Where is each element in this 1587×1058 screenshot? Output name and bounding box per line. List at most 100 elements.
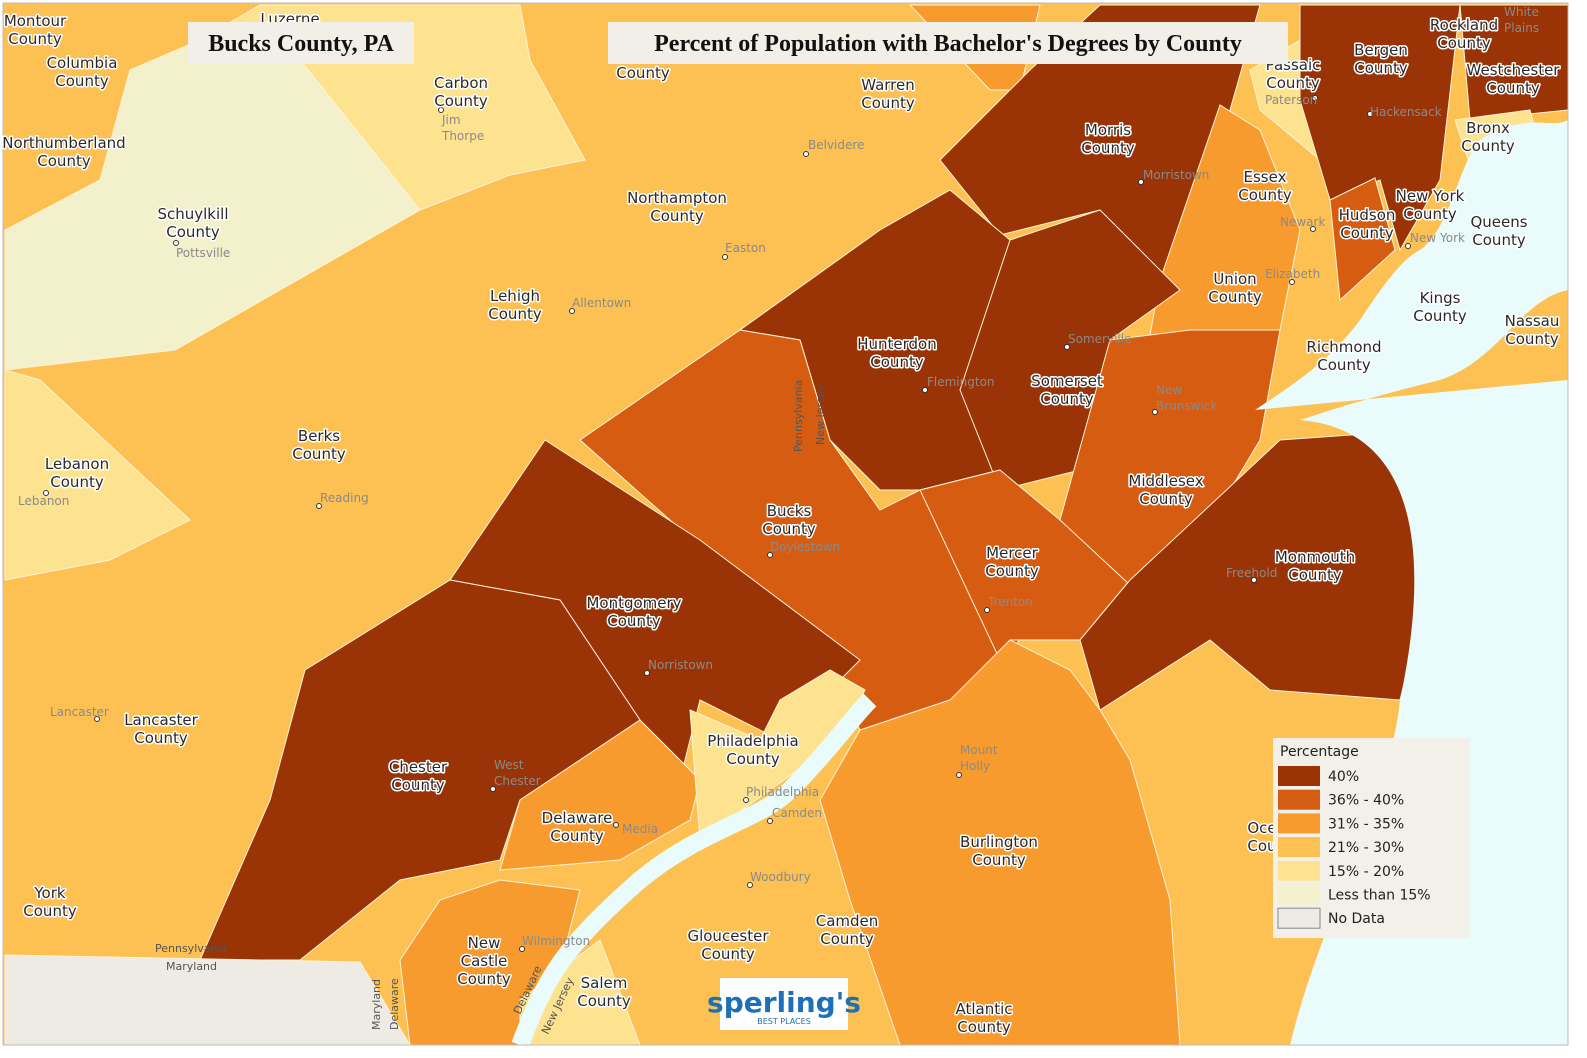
county-label: Union County: [1208, 270, 1262, 306]
county-label: County: [616, 64, 670, 82]
county-label-line: Delaware: [542, 809, 613, 827]
city-label: Lebanon: [18, 494, 69, 508]
city-label: Newark: [1280, 215, 1325, 229]
left-title: Bucks County, PA: [208, 31, 394, 57]
county-label-line: County: [1081, 139, 1135, 157]
county-label-line: County: [1139, 490, 1193, 508]
county-label: Middlesex County: [1128, 472, 1203, 508]
county-label-line: County: [762, 520, 816, 538]
city-label-line: Belvidere: [808, 138, 864, 152]
city-label-line: Paterson: [1265, 93, 1317, 107]
county-label-line: Hunterdon: [857, 335, 937, 353]
county-label-line: Morris: [1085, 121, 1131, 139]
county-label: Northumberland County: [2, 134, 125, 170]
county-label-line: Camden: [816, 912, 879, 930]
county-label: Kings County: [1413, 289, 1467, 325]
city-label-line: Elizabeth: [1265, 267, 1320, 281]
city-label-line: White: [1504, 5, 1539, 19]
county-label-line: County: [861, 94, 915, 112]
city-dot: [316, 503, 322, 509]
county-label-line: Schuylkill: [157, 205, 228, 223]
city-dot: [803, 151, 809, 157]
region: [4, 369, 191, 581]
city-dot: [519, 946, 525, 952]
city-dot: [1289, 279, 1295, 285]
legend-label: 15% - 20%: [1328, 864, 1404, 880]
city-label-line: Trenton: [987, 595, 1033, 609]
county-label: Delaware County: [542, 809, 613, 845]
county-label-line: County: [972, 851, 1026, 869]
county-label-line: Salem: [581, 974, 628, 992]
legend-swatch: [1277, 907, 1321, 929]
county-label-line: County: [1413, 307, 1467, 325]
city-label: New York: [1410, 231, 1465, 245]
city-label: Elizabeth: [1265, 267, 1320, 281]
county-label-line: County: [1208, 288, 1262, 306]
city-label: Somerville: [1068, 332, 1131, 346]
city-label-line: Doylestown: [770, 540, 840, 554]
county-label-line: Middlesex: [1128, 472, 1203, 490]
county-label-line: Warren: [861, 76, 915, 94]
city-label-line: Plains: [1504, 21, 1539, 35]
county-label-line: County: [8, 30, 62, 48]
city-label-line: Flemington: [927, 375, 995, 389]
city-label: Jim Thorpe: [441, 113, 484, 143]
city-label-line: Camden: [772, 806, 822, 820]
county-label-line: County: [23, 902, 77, 920]
legend-label: 21% - 30%: [1328, 840, 1404, 856]
county-label-line: County: [37, 152, 91, 170]
county-label-line: County: [607, 612, 661, 630]
city-dot: [438, 107, 444, 113]
city-dot: [1152, 409, 1158, 415]
county-label: Morris County: [1081, 121, 1135, 157]
county-label-line: County: [870, 353, 924, 371]
county-label-line: County: [1340, 224, 1394, 242]
county-label-line: County: [1238, 186, 1292, 204]
county-label-line: Carbon: [434, 74, 488, 92]
city-label-line: West: [494, 758, 524, 772]
city-dot: [767, 818, 773, 824]
county-label-line: Monmouth: [1275, 548, 1355, 566]
county-label-line: County: [1461, 137, 1515, 155]
county-label: Westchester County: [1467, 61, 1561, 97]
boundary-label: Delaware: [388, 978, 401, 1030]
city-dot: [722, 254, 728, 260]
city-label-line: New: [1156, 383, 1182, 397]
county-label: New Castle County: [457, 934, 511, 988]
city-label: Philadelphia: [746, 785, 819, 799]
title-box: [188, 22, 414, 64]
region: [1299, 4, 1461, 252]
region: [819, 639, 1181, 1046]
map-frame: [2, 2, 1569, 1046]
county-label-line: County: [550, 827, 604, 845]
county-label: Essex County: [1238, 168, 1292, 204]
county-label: Bucks County: [762, 502, 816, 538]
county-label: Philadelphia County: [707, 732, 798, 768]
city-dot: [1367, 111, 1373, 117]
county-label: Burlington County: [960, 833, 1038, 869]
legend-swatch: [1278, 766, 1320, 786]
river: [511, 693, 877, 1049]
map-title: Percent of Population with Bachelor's De…: [654, 31, 1242, 57]
county-label-line: County: [1472, 231, 1526, 249]
county-label-line: County: [50, 473, 104, 491]
county-label: Queens County: [1470, 213, 1527, 249]
city-label: Freehold: [1226, 566, 1277, 580]
county-label: Chester County: [389, 758, 448, 794]
water: [1255, 120, 1568, 1045]
legend-title: Percentage: [1280, 744, 1359, 760]
county-label-line: Bronx: [1466, 119, 1510, 137]
city-dot: [1312, 95, 1318, 101]
county-label-line: Montour: [4, 12, 67, 30]
county-label-line: Richmond: [1306, 338, 1381, 356]
county-label: Hudson County: [1339, 206, 1396, 242]
county-label-line: County: [616, 64, 670, 82]
county-label-line: Rockland: [1430, 16, 1498, 34]
county-label-line: Lehigh: [490, 287, 540, 305]
county-label-line: County: [1288, 566, 1342, 584]
city-dot: [1064, 344, 1070, 350]
logo-tagline: BEST PLACES: [757, 1017, 811, 1026]
county-label-line: Westchester: [1467, 61, 1561, 79]
city-label-line: Woodbury: [750, 870, 811, 884]
